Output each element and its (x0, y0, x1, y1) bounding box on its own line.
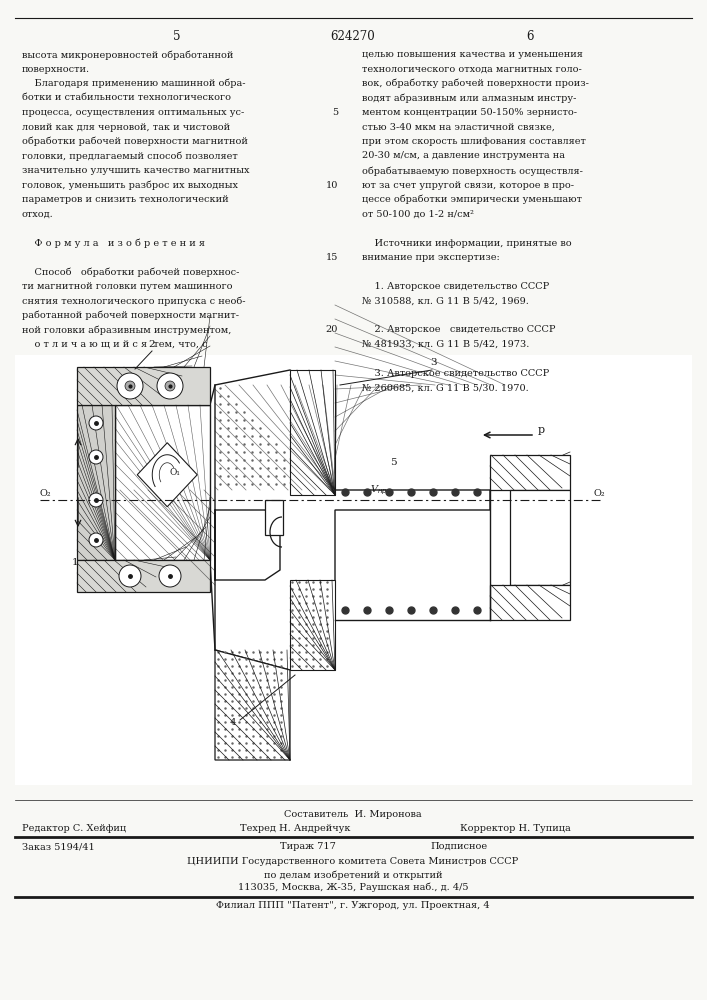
Text: целью повышения качества и уменьшения: целью повышения качества и уменьшения (362, 50, 583, 59)
Circle shape (89, 450, 103, 464)
Text: внимание при экспертизе:: внимание при экспертизе: (362, 253, 500, 262)
Bar (510, 490, 570, 585)
Text: работанной рабочей поверхности магнит-: работанной рабочей поверхности магнит- (22, 311, 239, 320)
Text: 2. Авторское   свидетельство СССР: 2. Авторское свидетельство СССР (362, 326, 556, 334)
Polygon shape (137, 443, 197, 507)
Text: при этом скорость шлифования составляет: при этом скорость шлифования составляет (362, 137, 586, 146)
Text: O₂: O₂ (593, 489, 604, 498)
Text: ментом концентрации 50-150% зернисто-: ментом концентрации 50-150% зернисто- (362, 108, 577, 117)
Text: 1. Авторское свидетельство СССР: 1. Авторское свидетельство СССР (362, 282, 549, 291)
Text: ловий как для черновой, так и чистовой: ловий как для черновой, так и чистовой (22, 122, 230, 131)
Text: 10: 10 (326, 180, 338, 190)
Text: обработки рабочей поверхности магнитной: обработки рабочей поверхности магнитной (22, 137, 248, 146)
Text: значительно улучшить качество магнитных: значительно улучшить качество магнитных (22, 166, 250, 175)
Text: Способ   обработки рабочей поверхнос-: Способ обработки рабочей поверхнос- (22, 267, 240, 277)
Text: параметров и снизить технологический: параметров и снизить технологический (22, 195, 228, 204)
Text: о т л и ч а ю щ и й с я  тем, что, с: о т л и ч а ю щ и й с я тем, что, с (22, 340, 208, 349)
Bar (77, 405, 115, 560)
Text: р: р (538, 425, 545, 435)
Text: 3: 3 (430, 358, 437, 367)
Text: O₁: O₁ (169, 468, 180, 477)
Text: 1: 1 (72, 558, 78, 567)
Text: 5: 5 (332, 108, 338, 117)
Text: Благодаря применению машинной обра-: Благодаря применению машинной обра- (22, 79, 245, 89)
Text: № 260685, кл. G 11 B 5/30. 1970.: № 260685, кл. G 11 B 5/30. 1970. (362, 383, 529, 392)
Text: 5: 5 (390, 458, 397, 467)
Text: головки, предлагаемый способ позволяет: головки, предлагаемый способ позволяет (22, 151, 238, 161)
Text: снятия технологического припуска с необ-: снятия технологического припуска с необ- (22, 296, 245, 306)
Text: Источники информации, принятые во: Источники информации, принятые во (362, 238, 572, 247)
Text: 20: 20 (326, 326, 338, 334)
Text: технологического отхода магнитных голо-: технологического отхода магнитных голо- (362, 64, 582, 74)
Text: ти магнитной головки путем машинного: ти магнитной головки путем машинного (22, 282, 233, 291)
Circle shape (125, 381, 135, 391)
Bar (265, 500, 283, 535)
Text: ЦНИИПИ Государственного комитета Совета Министров СССР: ЦНИИПИ Государственного комитета Совета … (187, 857, 519, 866)
Text: Техред Н. Андрейчук: Техред Н. Андрейчук (240, 824, 351, 833)
Text: № 310588, кл. G 11 B 5/42, 1969.: № 310588, кл. G 11 B 5/42, 1969. (362, 296, 529, 306)
Bar (77, 367, 210, 405)
Text: 624270: 624270 (331, 30, 375, 43)
Text: цессе обработки эмпирически уменьшают: цессе обработки эмпирически уменьшают (362, 195, 582, 205)
Text: 3. Авторское свидетельство СССР: 3. Авторское свидетельство СССР (362, 369, 549, 378)
Text: 4: 4 (230, 718, 237, 727)
Text: водят абразивным или алмазным инстру-: водят абразивным или алмазным инстру- (362, 94, 576, 103)
Text: Редактор С. Хейфиц: Редактор С. Хейфиц (22, 824, 126, 833)
Text: 6: 6 (526, 30, 534, 43)
Bar (490, 455, 570, 490)
Polygon shape (215, 650, 290, 760)
Bar (290, 580, 335, 670)
Text: ют за счет упругой связи, которое в про-: ют за счет упругой связи, которое в про- (362, 180, 574, 190)
Text: 15: 15 (326, 253, 338, 262)
Text: по делам изобретений и открытий: по делам изобретений и открытий (264, 870, 443, 880)
Bar (15, 355, 692, 785)
Text: 5: 5 (173, 30, 181, 43)
Text: Составитель  И. Миронова: Составитель И. Миронова (284, 810, 422, 819)
Circle shape (165, 381, 175, 391)
Text: O₂: O₂ (40, 489, 52, 498)
Circle shape (89, 493, 103, 507)
Circle shape (157, 373, 183, 399)
Bar (115, 405, 210, 560)
Text: ботки и стабильности технологического: ботки и стабильности технологического (22, 94, 231, 103)
Circle shape (119, 565, 141, 587)
Text: Подписное: Подписное (430, 842, 487, 851)
Text: 20-30 м/см, а давление инструмента на: 20-30 м/см, а давление инструмента на (362, 151, 565, 160)
Bar (490, 585, 570, 620)
Text: 2: 2 (148, 340, 155, 349)
Text: 113035, Москва, Ж-35, Раушская наб., д. 4/5: 113035, Москва, Ж-35, Раушская наб., д. … (238, 883, 468, 892)
Text: процесса, осуществления оптимальных ус-: процесса, осуществления оптимальных ус- (22, 108, 244, 117)
Text: Корректор Н. Тупица: Корректор Н. Тупица (460, 824, 571, 833)
Circle shape (89, 533, 103, 547)
Text: поверхности.: поверхности. (22, 64, 90, 74)
Text: головок, уменьшить разброс их выходных: головок, уменьшить разброс их выходных (22, 180, 238, 190)
Polygon shape (215, 370, 490, 670)
Bar (77, 560, 210, 592)
Text: Тираж 717: Тираж 717 (280, 842, 336, 851)
Text: отход.: отход. (22, 210, 54, 219)
Text: Заказ 5194/41: Заказ 5194/41 (22, 842, 95, 851)
Text: обрабатываемую поверхность осуществля-: обрабатываемую поверхность осуществля- (362, 166, 583, 176)
Text: Филиал ППП "Патент", г. Ужгород, ул. Проектная, 4: Филиал ППП "Патент", г. Ужгород, ул. Про… (216, 901, 490, 910)
Text: ной головки абразивным инструментом,: ной головки абразивным инструментом, (22, 326, 231, 335)
Text: вок, обработку рабочей поверхности произ-: вок, обработку рабочей поверхности произ… (362, 79, 589, 89)
Text: Ф о р м у л а   и з о б р е т е н и я: Ф о р м у л а и з о б р е т е н и я (22, 238, 205, 248)
Circle shape (89, 416, 103, 430)
Bar (290, 370, 335, 495)
Text: высота микронеровностей обработанной: высота микронеровностей обработанной (22, 50, 233, 60)
Circle shape (117, 373, 143, 399)
Text: от 50-100 до 1-2 н/см²: от 50-100 до 1-2 н/см² (362, 210, 474, 219)
Text: стью 3-40 мкм на эластичной связке,: стью 3-40 мкм на эластичной связке, (362, 122, 555, 131)
Text: № 481933, кл. G 11 B 5/42, 1973.: № 481933, кл. G 11 B 5/42, 1973. (362, 340, 530, 349)
Text: V$_{нр}$: V$_{нр}$ (370, 483, 387, 497)
Circle shape (159, 565, 181, 587)
